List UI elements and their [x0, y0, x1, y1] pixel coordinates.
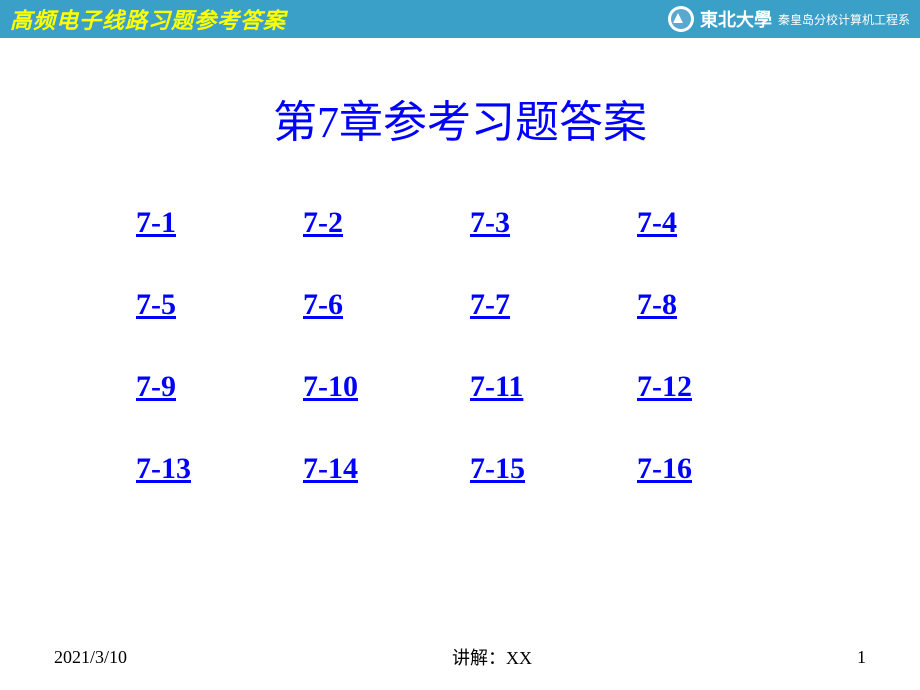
page-title: 第7章参考习题答案 — [40, 86, 880, 150]
link-7-8[interactable]: 7-8 — [637, 288, 677, 321]
footer-page-number: 1 — [857, 647, 866, 668]
link-7-1[interactable]: 7-1 — [136, 206, 176, 239]
footer-lecturer: 讲解：XX — [452, 644, 532, 670]
link-grid: 7-1 7-2 7-3 7-4 7-5 7-6 7-7 7-8 7-9 7-10… — [40, 206, 880, 486]
link-7-2[interactable]: 7-2 — [303, 206, 343, 239]
link-7-15[interactable]: 7-15 — [470, 452, 525, 485]
link-7-12[interactable]: 7-12 — [637, 370, 692, 403]
link-7-14[interactable]: 7-14 — [303, 452, 358, 485]
footer-date: 2021/3/10 — [54, 647, 127, 668]
department-name: 秦皇岛分校计算机工程系 — [778, 11, 910, 28]
link-7-11[interactable]: 7-11 — [470, 370, 523, 403]
main-content: 第7章参考习题答案 7-1 7-2 7-3 7-4 7-5 7-6 7-7 7-… — [0, 38, 920, 486]
link-7-3[interactable]: 7-3 — [470, 206, 510, 239]
link-7-10[interactable]: 7-10 — [303, 370, 358, 403]
link-7-7[interactable]: 7-7 — [470, 288, 510, 321]
footer-bar: 2021/3/10 讲解：XX 1 — [0, 644, 920, 670]
link-7-16[interactable]: 7-16 — [637, 452, 692, 485]
university-name: 東北大學 — [700, 6, 772, 32]
link-7-5[interactable]: 7-5 — [136, 288, 176, 321]
link-7-4[interactable]: 7-4 — [637, 206, 677, 239]
link-7-9[interactable]: 7-9 — [136, 370, 176, 403]
link-7-13[interactable]: 7-13 — [136, 452, 191, 485]
university-logo-icon — [668, 6, 694, 32]
header-bar: 高频电子线路习题参考答案 東北大學 秦皇岛分校计算机工程系 — [0, 0, 920, 38]
header-right: 東北大學 秦皇岛分校计算机工程系 — [668, 6, 910, 32]
link-7-6[interactable]: 7-6 — [303, 288, 343, 321]
header-title: 高频电子线路习题参考答案 — [10, 3, 286, 35]
